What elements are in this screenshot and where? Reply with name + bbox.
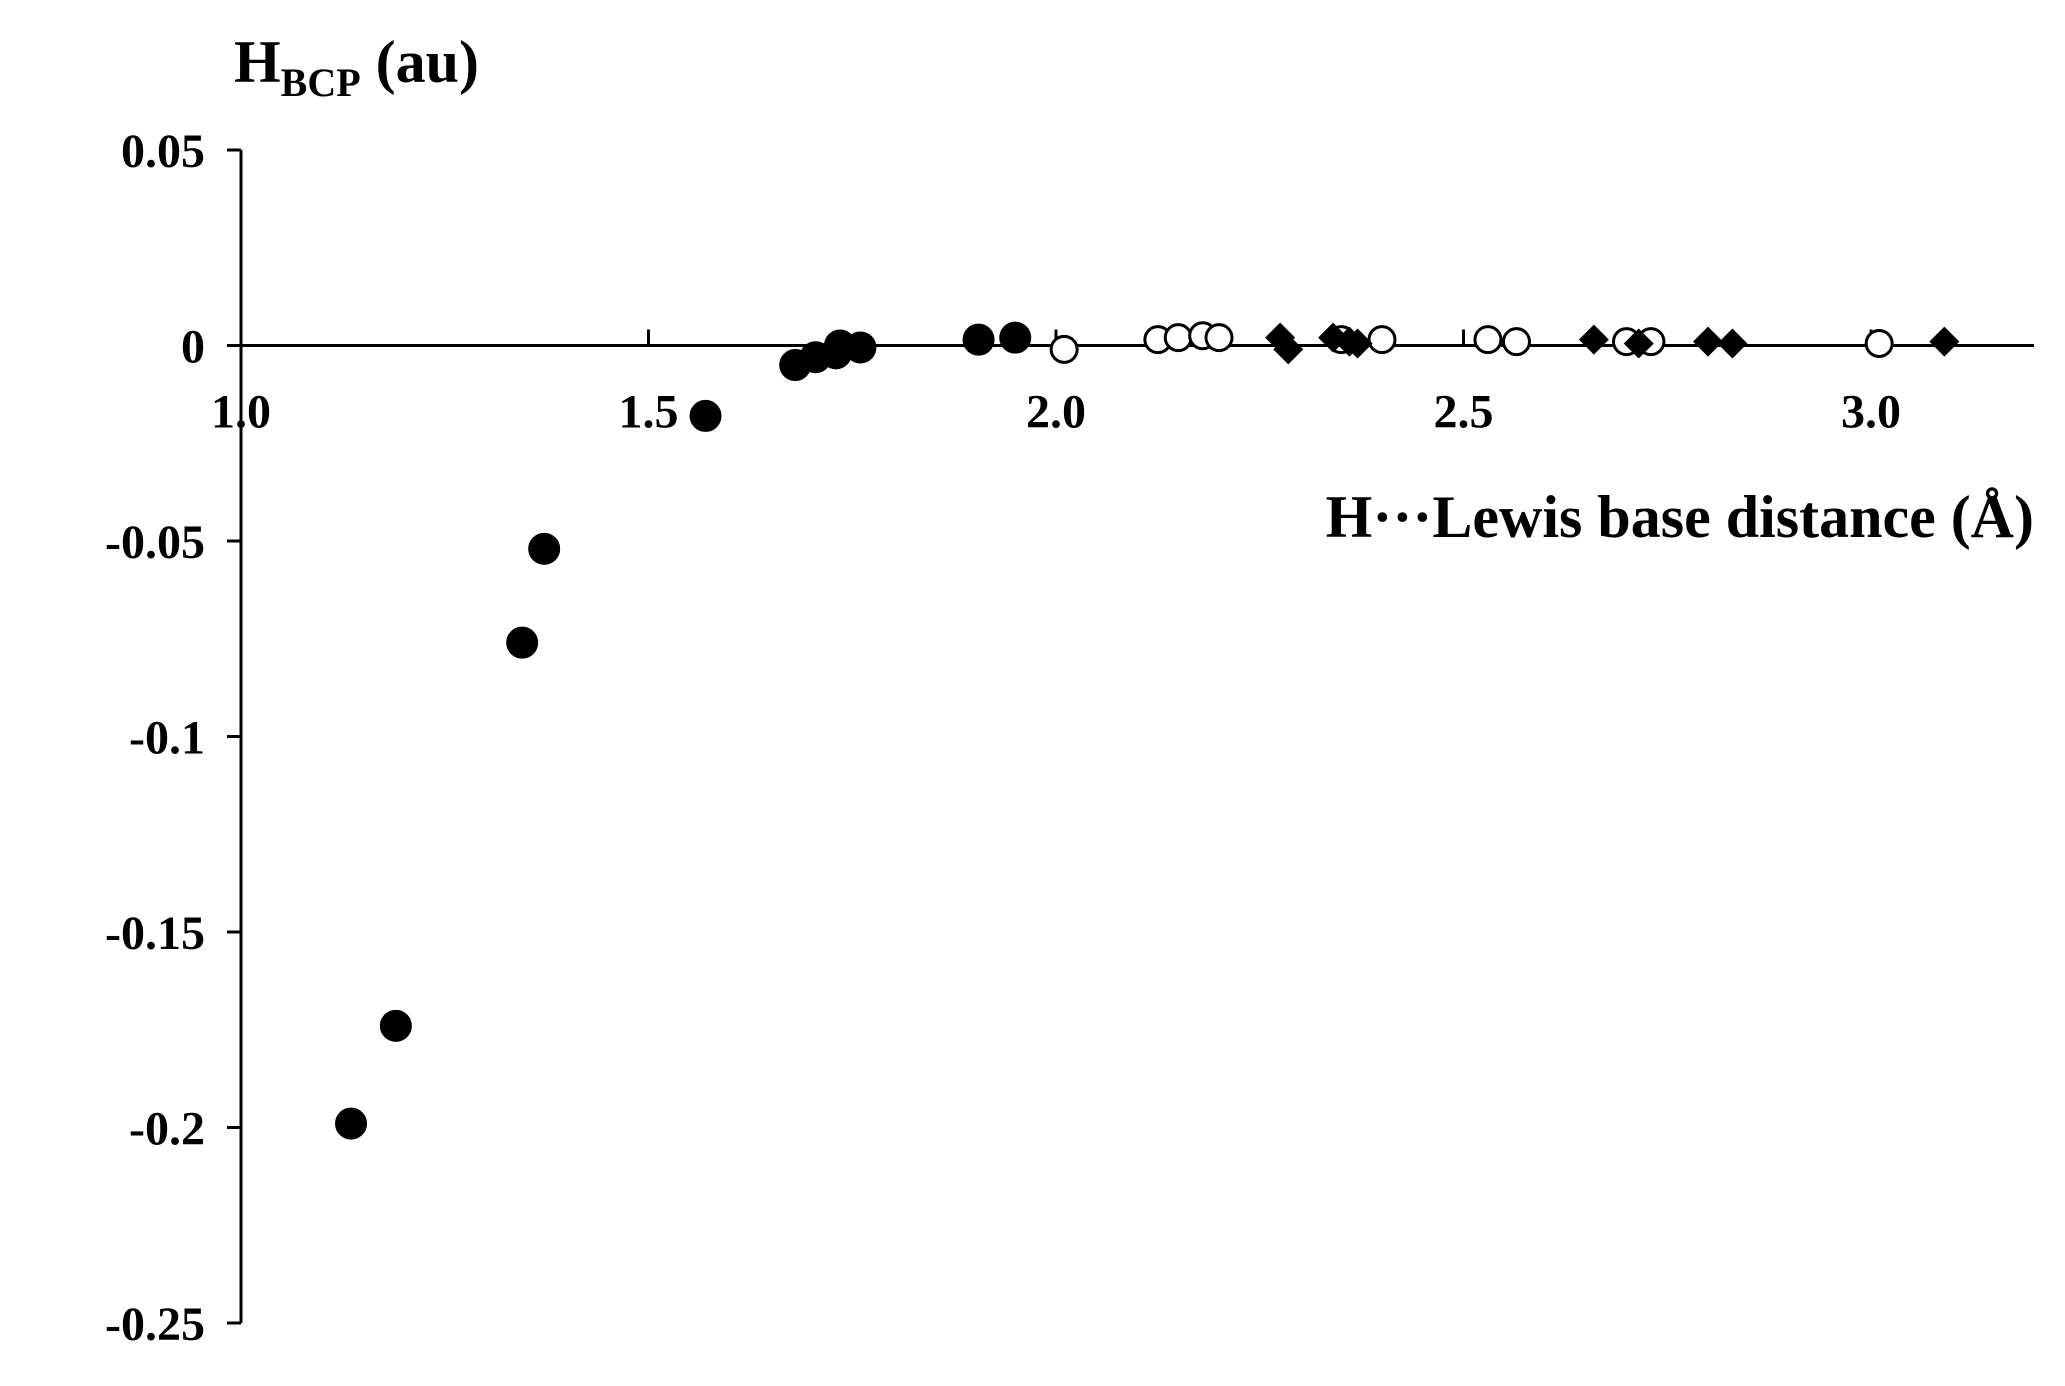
data-point-filled-circle	[689, 399, 722, 432]
data-point-open-circle	[1864, 329, 1894, 359]
data-point-filled-diamond	[1929, 326, 1960, 357]
data-point-open-circle	[1501, 327, 1531, 357]
data-markers	[335, 321, 1960, 1140]
x-tick-label: 2.0	[1026, 386, 1086, 439]
y-axis-ticks: 0.05 0 -0.05 -0.1 -0.15 -0.2 -0.25	[105, 125, 241, 1351]
x-axis-title: H···Lewis base distance (Å)	[1326, 484, 2034, 550]
data-point-filled-diamond	[1717, 328, 1748, 359]
data-point-filled-diamond	[1273, 334, 1304, 365]
y-tick-label: -0.25	[105, 1298, 205, 1351]
data-point-filled-diamond	[1342, 328, 1373, 359]
data-point-open-circle	[1473, 325, 1503, 355]
data-point-filled-diamond	[1693, 326, 1723, 357]
data-point-filled-diamond	[1623, 328, 1654, 359]
x-tick-label: 1.5	[619, 386, 679, 439]
y-axis-title: HBCP (au)	[234, 29, 479, 105]
x-axis-ticks: 1.0 1.5 2.0 2.5 3.0	[211, 329, 1901, 439]
data-point-filled-circle	[528, 532, 561, 565]
y-tick-label: -0.1	[129, 712, 205, 765]
data-point-filled-circle	[844, 331, 877, 364]
axes: 0.05 0 -0.05 -0.1 -0.15 -0.2 -0.25 1.0 1.5 2.0 2.…	[105, 125, 2034, 1351]
data-point-filled-circle	[506, 626, 539, 659]
y-tick-label: -0.15	[105, 907, 205, 960]
x-tick-label: 2.5	[1434, 386, 1494, 439]
data-point-filled-diamond	[1578, 324, 1609, 355]
y-axis-title-unit: (au)	[361, 29, 479, 95]
data-point-open-circle	[1163, 323, 1193, 353]
y-tick-label: -0.2	[129, 1103, 205, 1156]
data-point-filled-circle	[335, 1107, 368, 1140]
data-point-open-circle	[1367, 325, 1397, 355]
data-point-open-circle	[1049, 334, 1079, 364]
data-point-open-circle	[1204, 323, 1234, 353]
x-tick-label: 3.0	[1841, 386, 1901, 439]
y-axis-title-main: H	[234, 29, 281, 95]
x-tick-label: 1.0	[211, 386, 271, 439]
y-tick-label: 0	[181, 321, 205, 374]
data-point-filled-circle	[962, 323, 995, 356]
data-point-filled-circle	[379, 1009, 412, 1042]
y-tick-label: -0.05	[105, 516, 205, 569]
y-tick-label: 0.05	[121, 125, 205, 178]
y-axis-title-subscript: BCP	[281, 60, 361, 105]
data-point-filled-circle	[999, 321, 1032, 354]
